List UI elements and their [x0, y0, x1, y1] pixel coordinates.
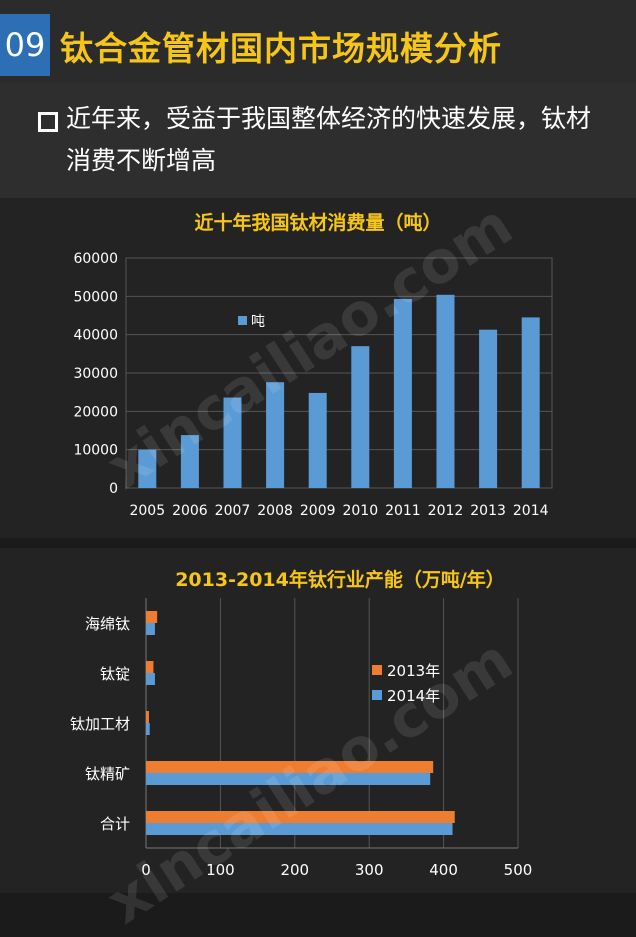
x-tick-label: 2013 [470, 503, 506, 519]
bar-钛加工材-2013年 [146, 711, 149, 723]
capacity-bar-chart: 2013-2014年钛行业产能（万吨/年） 0 100 200 300 400 500 海绵钛… [70, 568, 533, 879]
y-tick-label: 0 [109, 481, 118, 497]
bar-2008 [266, 382, 285, 488]
chart-title: 近十年我国钛材消费量（吨） [194, 211, 441, 234]
bar-2012 [436, 294, 455, 488]
intro-text: 近年来，受益于我国整体经济的快速发展，钛材消费不断增高 [66, 104, 592, 175]
x-tick-label: 100 [206, 861, 235, 879]
bar-海绵钛-2014年 [146, 623, 155, 635]
y-tick-label: 钛锭 [100, 665, 130, 683]
x-tick-label: 2011 [385, 503, 421, 519]
page-title: 钛合金管材国内市场规模分析 [60, 29, 502, 68]
bar-钛锭-2014年 [146, 673, 155, 685]
x-tick-label: 2012 [428, 503, 464, 519]
y-tick-label: 10000 [73, 443, 118, 459]
x-tick-label: 2007 [215, 503, 251, 519]
x-tick-label: 2005 [129, 503, 165, 519]
bar-2009 [308, 392, 327, 488]
capacity-chart-panel: 2013-2014年钛行业产能（万吨/年） 0 100 200 300 400 500 海绵钛… [0, 548, 636, 893]
consumption-chart-panel: 近十年我国钛材消费量（吨） 0 10000 20000 30000 40000 50000 6… [0, 198, 636, 538]
y-tick-label: 40000 [73, 328, 118, 344]
intro-section: 近年来，受益于我国整体经济的快速发展，钛材消费不断增高 [0, 82, 636, 198]
bar-钛精矿-2014年 [146, 773, 431, 785]
bar-2005 [138, 449, 157, 488]
x-tick-label: 2006 [172, 503, 208, 519]
x-tick-label: 2014 [513, 503, 549, 519]
bar-2006 [180, 435, 199, 488]
x-tick-label: 2008 [257, 503, 293, 519]
y-tick-label: 海绵钛 [85, 615, 130, 633]
consumption-bar-chart: 近十年我国钛材消费量（吨） 0 10000 20000 30000 40000 50000 6… [73, 211, 553, 519]
bar-合计-2014年 [146, 823, 453, 835]
square-bullet-icon [38, 112, 58, 132]
x-tick-label: 2010 [342, 503, 378, 519]
x-tick-label: 200 [280, 861, 309, 879]
legend-swatch [238, 316, 247, 325]
y-tick-label: 钛加工材 [70, 715, 130, 733]
legend-label: 吨 [251, 314, 265, 330]
bar-2011 [393, 299, 412, 488]
y-tick-label: 60000 [73, 251, 118, 267]
bar-2010 [351, 346, 370, 488]
bar-合计-2013年 [146, 811, 455, 823]
bar-钛精矿-2013年 [146, 761, 434, 773]
x-tick-label: 500 [504, 861, 533, 879]
bar-2013 [479, 329, 498, 488]
y-tick-label: 钛精矿 [85, 765, 130, 783]
y-tick-label: 50000 [73, 289, 118, 305]
bar-钛加工材-2014年 [146, 723, 150, 735]
panel-divider [0, 538, 636, 548]
chart-title: 2013-2014年钛行业产能（万吨/年） [175, 568, 505, 591]
header-bar: 09 钛合金管材国内市场规模分析 [0, 0, 636, 82]
y-tick-label: 30000 [73, 366, 118, 382]
y-tick-label: 20000 [73, 404, 118, 420]
section-number-badge: 09 [0, 14, 50, 76]
bar-2007 [223, 397, 242, 488]
x-tick-label: 300 [355, 861, 384, 879]
x-tick-label: 2009 [300, 503, 336, 519]
bar-2014 [521, 317, 540, 488]
bar-钛锭-2013年 [146, 661, 154, 673]
x-tick-label: 400 [429, 861, 458, 879]
legend-swatch [372, 665, 382, 675]
y-tick-label: 合计 [100, 815, 130, 833]
legend-label: 2013年 [387, 662, 440, 680]
legend-label: 2014年 [387, 687, 440, 705]
bar-海绵钛-2013年 [146, 611, 158, 623]
legend-swatch [372, 690, 382, 700]
x-tick-label: 0 [141, 861, 151, 879]
